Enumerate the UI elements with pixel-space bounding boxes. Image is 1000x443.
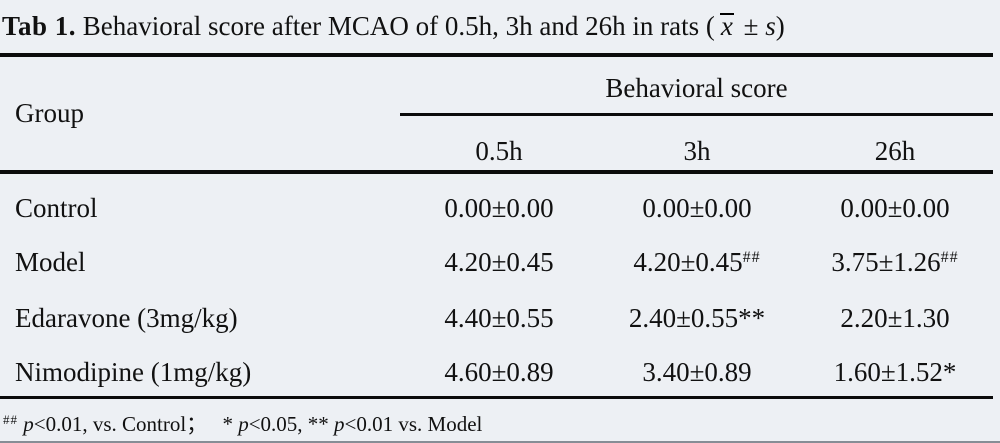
plus-minus-symbol: ± [743,11,759,41]
score-value: 0.00±0.00 [642,193,752,223]
footnote-text: <0.05, ** [248,412,335,436]
score-cell: 2.40±0.55** [598,302,796,334]
header-bottom-rule [0,170,993,174]
subheader-row: 0.5h 3h 26h [0,135,1000,167]
group-cell: Model [15,247,86,277]
column-header-26h: 26h [874,136,916,166]
score-cell: 4.20±0.45 [400,246,598,278]
column-header-group: Group [15,98,84,128]
score-cell: 3.75±1.26## [796,246,994,278]
footnote-hash-marker: ## [3,412,18,427]
spanner-rule [400,113,993,116]
score-value: 4.60±0.89 [444,357,554,387]
footnote-star-marker: * [222,412,239,436]
caption-close-paren: ) [775,11,785,41]
p-symbol: p [23,412,34,436]
table-bottom-rule [0,396,993,399]
table-top-rule [0,53,993,57]
footnote-text: <0.01, vs. Control； [33,412,208,436]
column-header-05h: 0.5h [475,136,523,166]
mean-symbol: x [719,11,734,41]
p-symbol: p [334,412,345,436]
score-value: 4.20±0.45 [444,247,554,277]
table-row: Model 4.20±0.45 4.20±0.45## 3.75±1.26## [0,246,1000,278]
score-value: 0.00±0.00 [444,193,554,223]
score-value: 2.40±0.55** [628,303,766,333]
score-value: 3.40±0.89 [642,357,752,387]
group-cell: Edaravone (3mg/kg) [15,303,238,333]
significance-marker: ## [742,249,761,266]
significance-marker: ## [940,249,959,266]
bottom-edge-line [0,441,1000,443]
score-cell: 0.00±0.00 [598,192,796,224]
score-cell: 3.40±0.89 [598,356,796,388]
score-value: 4.20±0.45 [633,247,743,277]
table-caption: Tab 1. Behavioral score after MCAO of 0.… [2,9,785,43]
score-cell: 1.60±1.52* [796,356,994,388]
score-value: 3.75±1.26 [831,247,941,277]
score-cell: 4.60±0.89 [400,356,598,388]
score-cell: 4.20±0.45## [598,246,796,278]
sd-symbol: s [765,11,776,41]
group-cell: Control [15,193,98,223]
table-row: Control 0.00±0.00 0.00±0.00 0.00±0.00 [0,192,1000,224]
spanner-header-behavioral-score: Behavioral score [605,73,788,103]
table-footnote: ## p<0.01, vs. Control； * p<0.05, ** p<0… [3,406,482,438]
group-cell: Nimodipine (1mg/kg) [15,357,252,387]
column-header-3h: 3h [683,136,711,166]
footnote-text: <0.01 vs. Model [344,412,483,436]
score-value: 0.00±0.00 [840,193,950,223]
caption-text: Behavioral score after MCAO of 0.5h, 3h … [82,11,715,41]
p-symbol: p [238,412,249,436]
score-value: 1.60±1.52* [833,357,957,387]
table-row: Nimodipine (1mg/kg) 4.60±0.89 3.40±0.89 … [0,356,1000,388]
score-value: 2.20±1.30 [840,303,950,333]
score-cell: 0.00±0.00 [796,192,994,224]
score-cell: 0.00±0.00 [400,192,598,224]
score-cell: 2.20±1.30 [796,302,994,334]
caption-label: Tab 1. [2,11,77,41]
score-value: 4.40±0.55 [444,303,554,333]
table-row: Edaravone (3mg/kg) 4.40±0.55 2.40±0.55**… [0,302,1000,334]
score-cell: 4.40±0.55 [400,302,598,334]
